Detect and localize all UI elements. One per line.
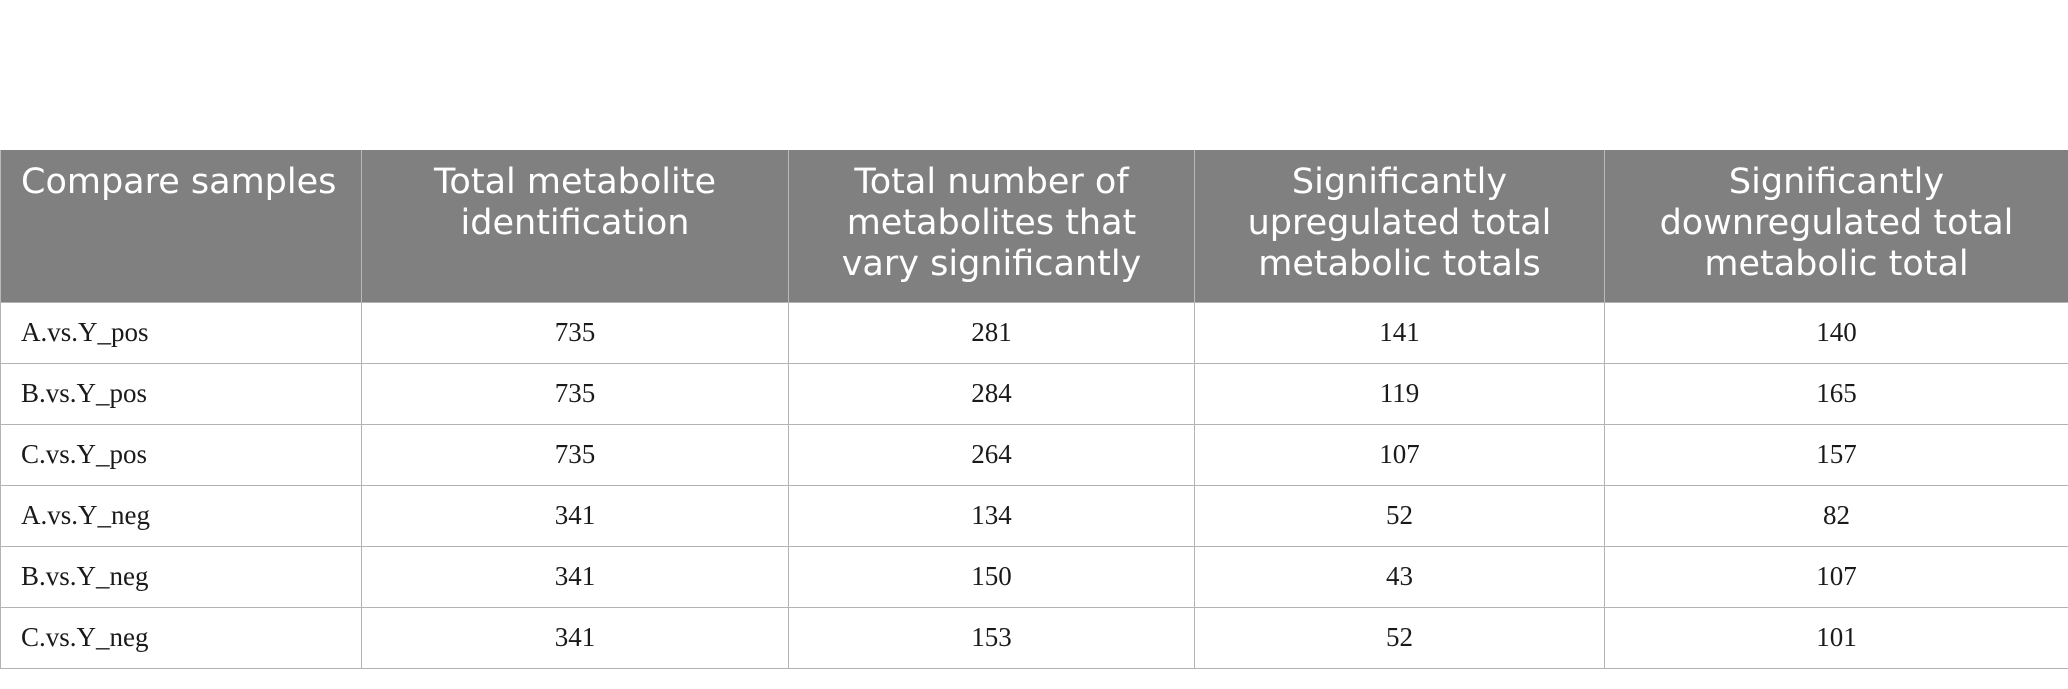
- cell-upregulated: 141: [1194, 301, 1605, 364]
- header-compare-samples: Compare samples: [0, 150, 362, 302]
- cell-upregulated: 119: [1194, 362, 1605, 425]
- cell-compare-samples: B.vs.Y_pos: [0, 362, 362, 425]
- cell-total-significant: 264: [788, 423, 1195, 486]
- table-body: A.vs.Y_pos 735 281 141 140 B.vs.Y_pos 73…: [0, 301, 2068, 669]
- cell-upregulated: 52: [1194, 606, 1605, 669]
- cell-downregulated: 140: [1604, 301, 2068, 364]
- table-header: Compare samples Total metabolite identif…: [0, 150, 2068, 302]
- header-downregulated: Significantly downregulated total metabo…: [1604, 150, 2068, 302]
- cell-total-significant: 281: [788, 301, 1195, 364]
- header-row: Compare samples Total metabolite identif…: [0, 150, 2068, 302]
- cell-compare-samples: C.vs.Y_pos: [0, 423, 362, 486]
- table-row: A.vs.Y_pos 735 281 141 140: [0, 301, 2068, 364]
- cell-compare-samples: C.vs.Y_neg: [0, 606, 362, 669]
- cell-total-identification: 341: [361, 484, 789, 547]
- metabolite-comparison-table: Compare samples Total metabolite identif…: [0, 150, 2068, 669]
- cell-total-identification: 735: [361, 423, 789, 486]
- cell-downregulated: 101: [1604, 606, 2068, 669]
- table-row: B.vs.Y_pos 735 284 119 165: [0, 362, 2068, 425]
- cell-total-significant: 153: [788, 606, 1195, 669]
- table-row: C.vs.Y_pos 735 264 107 157: [0, 423, 2068, 486]
- cell-downregulated: 82: [1604, 484, 2068, 547]
- cell-total-identification: 735: [361, 362, 789, 425]
- data-table-container: Compare samples Total metabolite identif…: [0, 150, 2068, 669]
- header-total-significant: Total number of metabolites that vary si…: [788, 150, 1195, 302]
- cell-upregulated: 52: [1194, 484, 1605, 547]
- table-row: C.vs.Y_neg 341 153 52 101: [0, 606, 2068, 669]
- cell-total-identification: 341: [361, 606, 789, 669]
- table-row: A.vs.Y_neg 341 134 52 82: [0, 484, 2068, 547]
- cell-downregulated: 157: [1604, 423, 2068, 486]
- cell-total-significant: 134: [788, 484, 1195, 547]
- cell-downregulated: 107: [1604, 545, 2068, 608]
- header-total-identification: Total metabolite identification: [361, 150, 789, 302]
- table-row: B.vs.Y_neg 341 150 43 107: [0, 545, 2068, 608]
- cell-total-identification: 341: [361, 545, 789, 608]
- cell-upregulated: 43: [1194, 545, 1605, 608]
- cell-upregulated: 107: [1194, 423, 1605, 486]
- cell-compare-samples: A.vs.Y_pos: [0, 301, 362, 364]
- header-upregulated: Significantly upregulated total metaboli…: [1194, 150, 1605, 302]
- cell-downregulated: 165: [1604, 362, 2068, 425]
- cell-total-significant: 284: [788, 362, 1195, 425]
- cell-compare-samples: B.vs.Y_neg: [0, 545, 362, 608]
- cell-compare-samples: A.vs.Y_neg: [0, 484, 362, 547]
- cell-total-identification: 735: [361, 301, 789, 364]
- cell-total-significant: 150: [788, 545, 1195, 608]
